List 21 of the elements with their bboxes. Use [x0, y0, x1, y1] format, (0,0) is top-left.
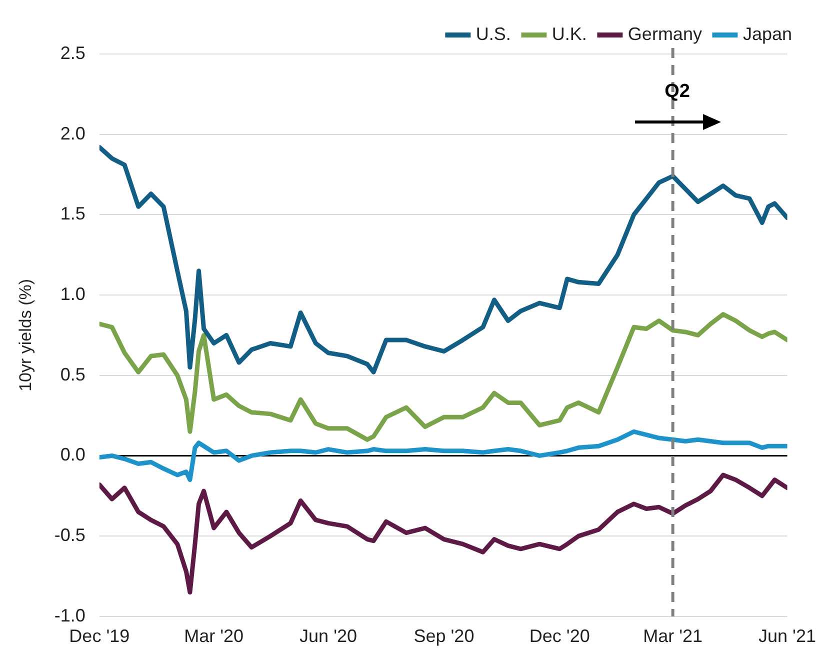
x-tick-label: Mar '20 — [184, 626, 244, 646]
y-tick-label: 1.5 — [60, 204, 86, 224]
legend-label: U.S. — [476, 24, 511, 44]
x-tick-label: Mar '21 — [643, 626, 703, 646]
x-tick-label: Jun '20 — [300, 626, 358, 646]
annotation: Q2 — [664, 81, 690, 102]
y-axis-title: 10yr yields (%) — [16, 278, 35, 392]
legend-label: U.K. — [552, 24, 587, 44]
y-tick-label: -0.5 — [54, 525, 86, 546]
x-tick-label: Dec '20 — [529, 626, 590, 646]
y-tick-label: 0.5 — [60, 364, 86, 384]
legend-label: Japan — [742, 24, 792, 44]
y-tick-label: 2.0 — [60, 123, 86, 144]
y-tick-label: 2.5 — [60, 42, 86, 63]
legend-label: Germany — [628, 24, 702, 44]
y-tick-label: -1.0 — [54, 605, 86, 626]
y-tick-label: 0.0 — [60, 444, 86, 465]
y-tick-label: 1.0 — [60, 284, 86, 304]
x-tick-label: Dec '19 — [69, 626, 130, 646]
x-tick-label: Jun '21 — [758, 626, 816, 646]
x-tick-label: Sep '20 — [414, 626, 474, 646]
